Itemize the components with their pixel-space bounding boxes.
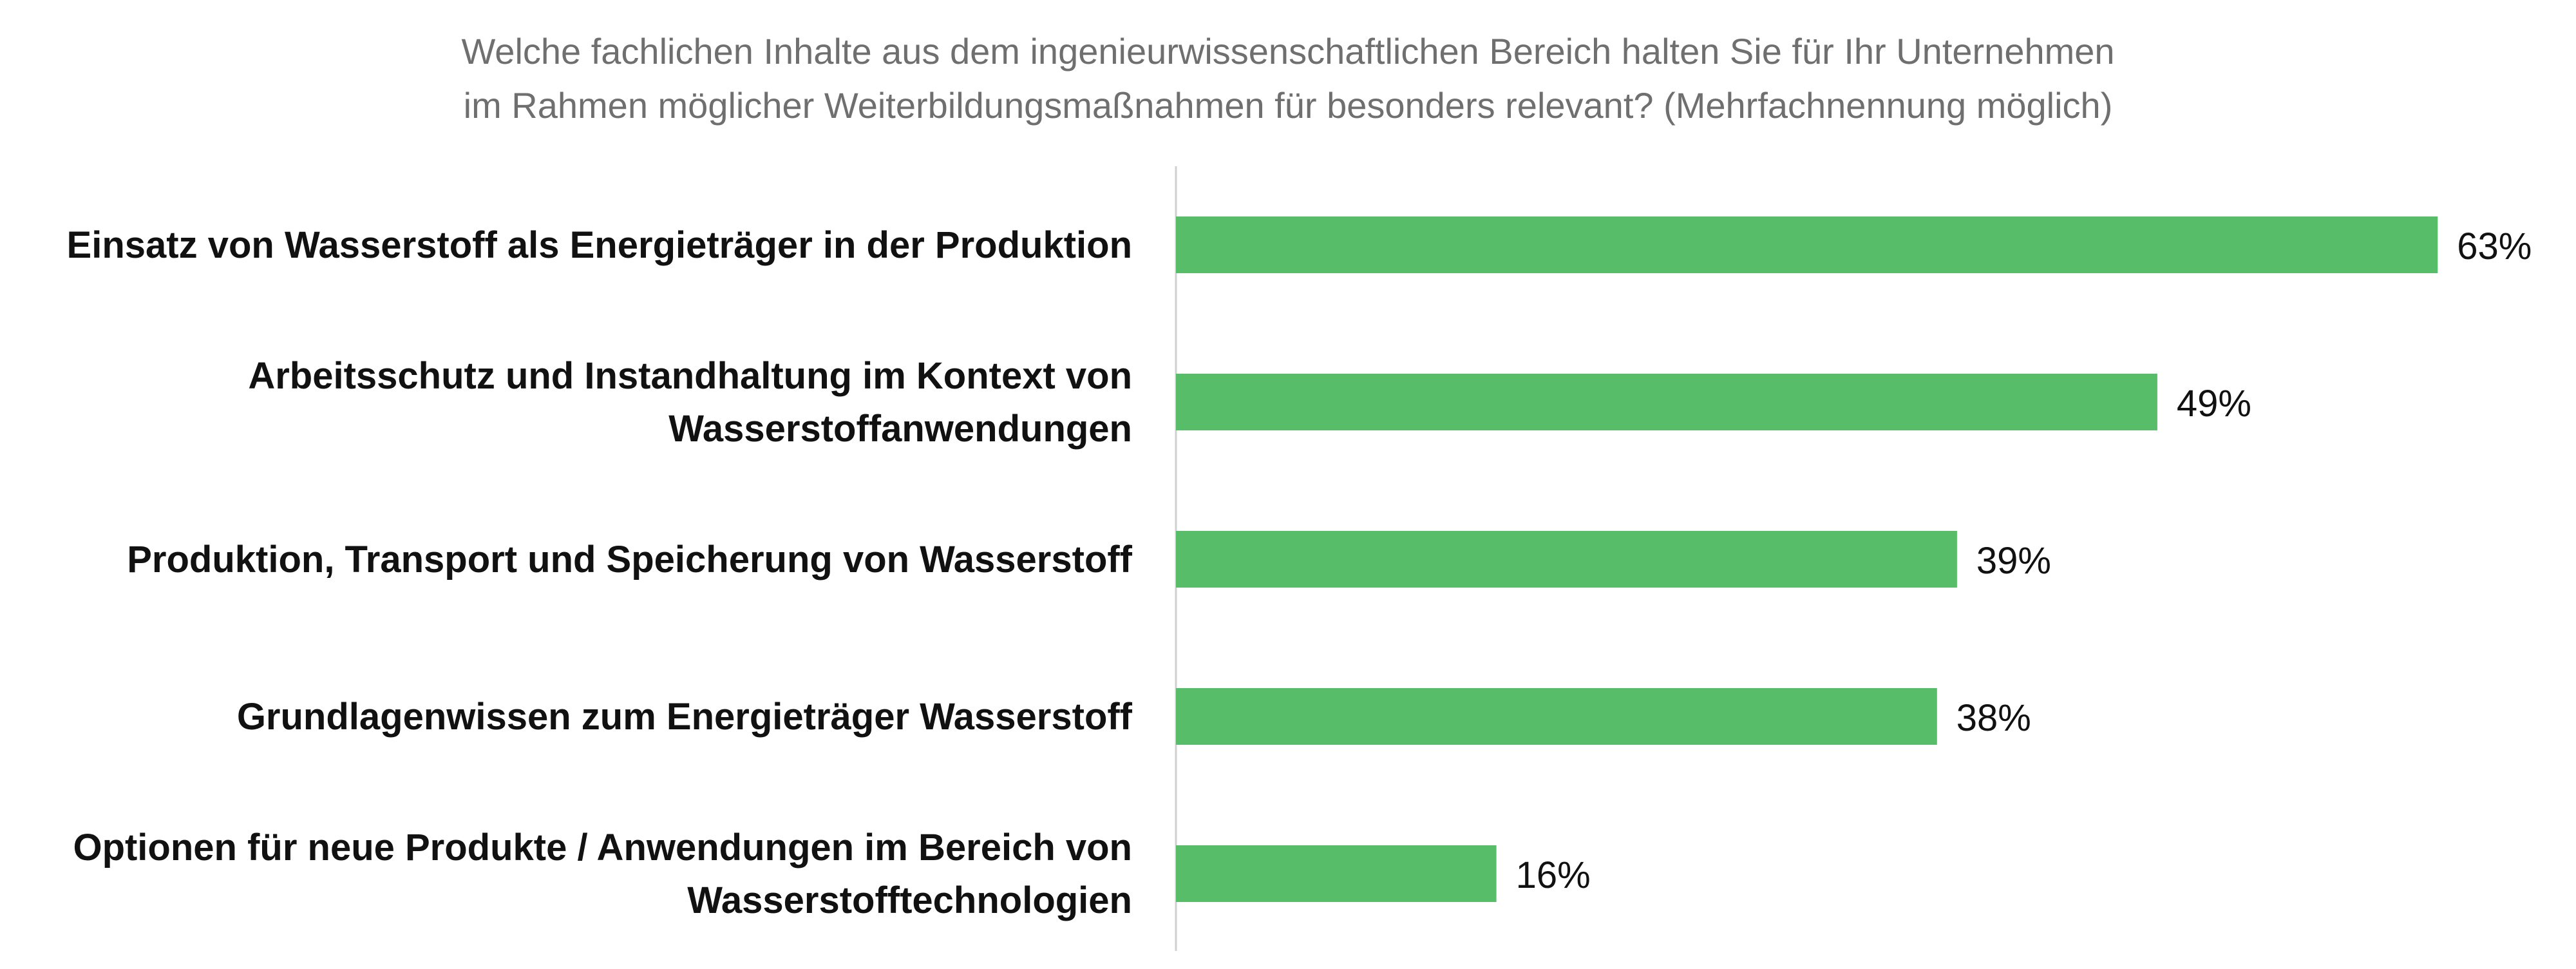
bar-2 (1176, 374, 2157, 430)
chart-title-line-1: Welche fachlichen Inhalte aus dem ingeni… (461, 31, 2115, 72)
category-label-2-line-2: Wasserstoffanwendungen (668, 408, 1132, 450)
category-label-1: Einsatz von Wasserstoff als Energieträge… (67, 224, 1132, 266)
bar-3 (1176, 531, 1957, 588)
bar-5 (1176, 845, 1497, 902)
bar-1 (1176, 216, 2438, 273)
value-label-1: 63% (2457, 225, 2532, 267)
value-label-3: 39% (1976, 540, 2051, 582)
value-label-4: 38% (1956, 697, 2031, 739)
value-label-2: 49% (2177, 383, 2251, 425)
category-label-3: Produktion, Transport und Speicherung vo… (127, 539, 1132, 580)
chart-title: Welche fachlichen Inhalte aus dem ingeni… (0, 24, 2576, 133)
value-label-5: 16% (1516, 854, 1591, 896)
chart-title-line-2: im Rahmen möglicher Weiterbildungsmaßnah… (463, 85, 2113, 126)
category-label-5-line-1: Optionen für neue Produkte / Anwendungen… (73, 827, 1132, 868)
category-label-4: Grundlagenwissen zum Energieträger Wasse… (237, 696, 1133, 738)
bar-4 (1176, 688, 1937, 745)
category-label-2-line-1: Arbeitsschutz und Instandhaltung im Kont… (248, 355, 1132, 397)
category-label-5-line-2: Wasserstofftechnologien (687, 879, 1132, 921)
